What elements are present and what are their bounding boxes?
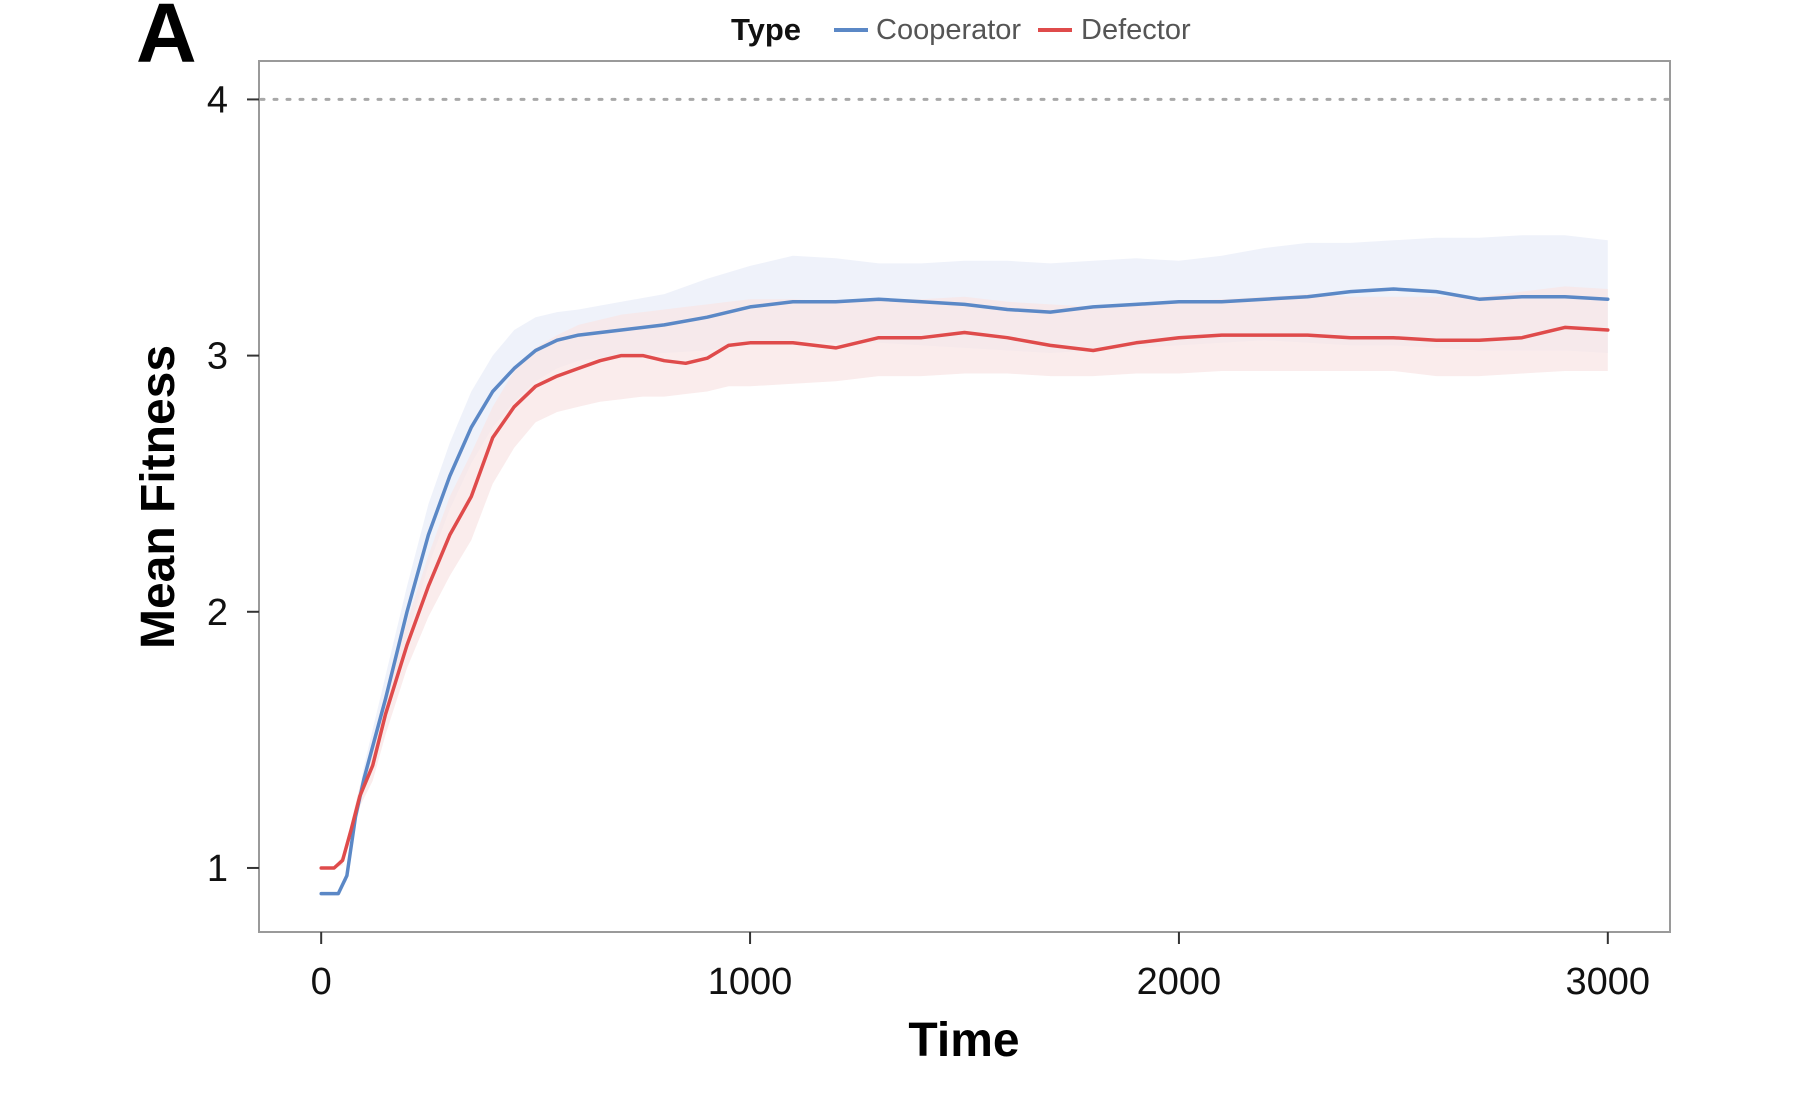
x-axis-title: Time — [908, 1014, 1019, 1067]
y-axis: 1 2 3 4 — [207, 79, 259, 890]
x-axis: 0 1000 2000 3000 — [311, 932, 1650, 1003]
legend: Type Cooperator Defector — [731, 12, 1191, 47]
x-tick-label: 0 — [311, 961, 332, 1003]
series-line-cooperator — [319, 287, 1610, 896]
x-tick-label: 2000 — [1137, 961, 1222, 1003]
x-tick-label: 3000 — [1566, 961, 1651, 1003]
plot-content — [259, 97, 1670, 896]
legend-label-cooperator: Cooperator — [876, 14, 1021, 46]
y-tick-label: 3 — [207, 336, 228, 378]
y-tick-label: 2 — [207, 592, 228, 634]
x-tick-label: 1000 — [708, 961, 793, 1003]
plot-frame — [258, 60, 1671, 933]
legend-label-defector: Defector — [1081, 14, 1191, 46]
legend-title: Type — [731, 12, 801, 47]
y-tick-label: 1 — [207, 848, 228, 890]
y-tick-label: 4 — [207, 79, 228, 121]
band-defector — [321, 286, 1608, 868]
y-axis-title: Mean Fitness — [132, 345, 185, 649]
panel-label: A — [136, 0, 197, 80]
series-line-defector — [319, 325, 1610, 870]
